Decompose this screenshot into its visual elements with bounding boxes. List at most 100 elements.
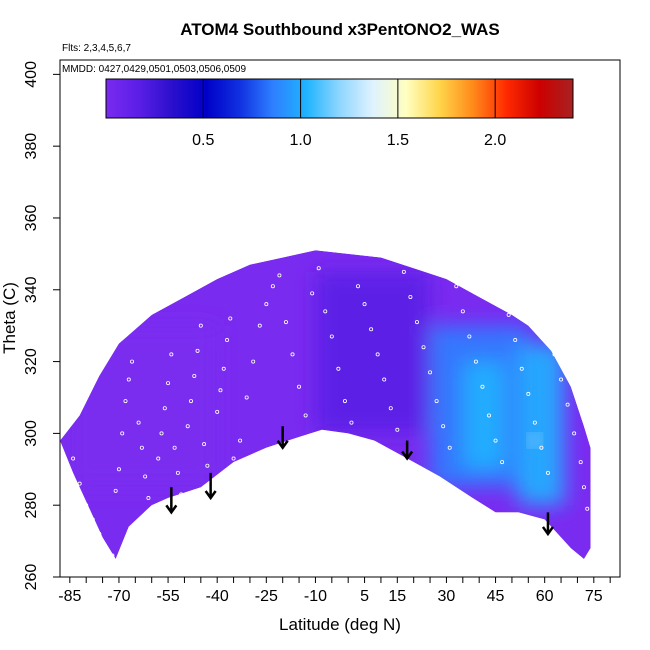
sample-point <box>264 302 269 307</box>
sample-point <box>369 327 374 332</box>
sample-point <box>175 470 180 475</box>
sample-point <box>188 399 193 404</box>
x-tick-label: 15 <box>388 588 406 605</box>
sample-point <box>270 284 275 289</box>
sample-points <box>71 266 590 558</box>
sample-point <box>428 370 433 375</box>
flights-subtitle: Flts: 2,3,4,5,6,7 <box>62 43 131 54</box>
y-axis: 260 280 300 320 340 360 380 400 <box>23 61 60 590</box>
colorbar: 0.5 1.0 1.5 2.0 <box>105 78 574 149</box>
sample-point <box>162 406 167 411</box>
sample-point <box>192 373 197 378</box>
sample-point <box>506 312 511 317</box>
sample-point <box>202 442 207 447</box>
sample-point <box>159 431 164 436</box>
sample-point <box>71 456 76 461</box>
sample-point <box>565 402 570 407</box>
x-tick-label: -10 <box>304 588 327 605</box>
descent-arrow <box>541 512 554 537</box>
field-patch <box>462 361 506 470</box>
sample-point <box>434 399 439 404</box>
colorbar-tick-label: 1.5 <box>387 132 409 149</box>
sample-point <box>182 499 187 504</box>
x-tick-label: 5 <box>360 588 369 605</box>
sample-point <box>166 381 171 386</box>
sample-point <box>172 445 177 450</box>
y-tick-label: 260 <box>23 564 40 591</box>
sample-point <box>585 506 590 511</box>
sample-point <box>408 294 413 299</box>
sample-point <box>120 431 125 436</box>
sample-point <box>297 384 302 389</box>
sample-point <box>532 420 537 425</box>
sample-point <box>467 334 472 339</box>
sample-point <box>136 420 141 425</box>
sample-point <box>356 284 361 289</box>
sample-point <box>336 366 341 371</box>
x-tick-label: -25 <box>255 588 278 605</box>
x-tick-label: -55 <box>157 588 180 605</box>
sample-point <box>169 352 174 357</box>
sample-point <box>342 399 347 404</box>
sample-point <box>473 359 478 364</box>
sample-point <box>329 334 334 339</box>
plot-area <box>59 59 621 578</box>
sample-point <box>375 352 380 357</box>
sample-point <box>500 460 505 465</box>
sample-point <box>421 345 426 350</box>
heatmap-field <box>60 250 591 560</box>
sample-point <box>221 366 226 371</box>
sample-point <box>116 467 121 472</box>
sample-point <box>323 309 328 314</box>
sample-point <box>542 323 547 328</box>
sample-point <box>290 352 295 357</box>
x-tick-label: -40 <box>206 588 229 605</box>
sample-point <box>195 348 200 353</box>
y-tick-label: 340 <box>23 276 40 303</box>
sample-point <box>578 460 583 465</box>
sample-point <box>526 320 531 325</box>
sample-point <box>149 506 154 511</box>
colorbar-tick-label: 2.0 <box>484 132 506 149</box>
sample-point <box>198 323 203 328</box>
sample-point <box>362 302 367 307</box>
x-tick-label: 45 <box>487 588 505 605</box>
sample-point <box>303 413 308 418</box>
sample-point <box>185 424 190 429</box>
sample-point <box>441 424 446 429</box>
sample-point <box>460 309 465 314</box>
sample-point <box>552 352 557 357</box>
y-axis-label: Theta (C) <box>0 282 19 354</box>
sample-point <box>316 266 321 271</box>
sample-point <box>487 413 492 418</box>
field-highlight <box>528 434 541 447</box>
descent-arrow <box>165 487 178 515</box>
sample-point <box>146 496 151 501</box>
sample-point <box>244 395 249 400</box>
sample-point <box>251 359 256 364</box>
x-tick-label: 75 <box>585 588 603 605</box>
y-tick-label: 380 <box>23 133 40 160</box>
sample-point <box>139 445 144 450</box>
sample-point <box>225 338 230 343</box>
sample-point <box>77 481 82 486</box>
sample-point <box>228 316 233 321</box>
sample-point <box>519 366 524 371</box>
descent-arrow <box>276 426 289 450</box>
sample-point <box>90 517 95 522</box>
sample-point <box>480 384 485 389</box>
sample-point <box>401 269 406 274</box>
y-tick-label: 360 <box>23 205 40 232</box>
sample-point <box>562 330 567 335</box>
colorbar-gradient <box>105 78 574 119</box>
x-tick-label: 60 <box>536 588 554 605</box>
y-tick-label: 320 <box>23 348 40 375</box>
sample-point <box>126 377 131 382</box>
sample-point <box>388 406 393 411</box>
field-patch <box>518 343 565 506</box>
colorbar-ticks: 0.5 1.0 1.5 2.0 <box>192 79 506 149</box>
descent-arrows <box>165 426 554 537</box>
sample-point <box>205 463 210 468</box>
sample-point <box>382 377 387 382</box>
